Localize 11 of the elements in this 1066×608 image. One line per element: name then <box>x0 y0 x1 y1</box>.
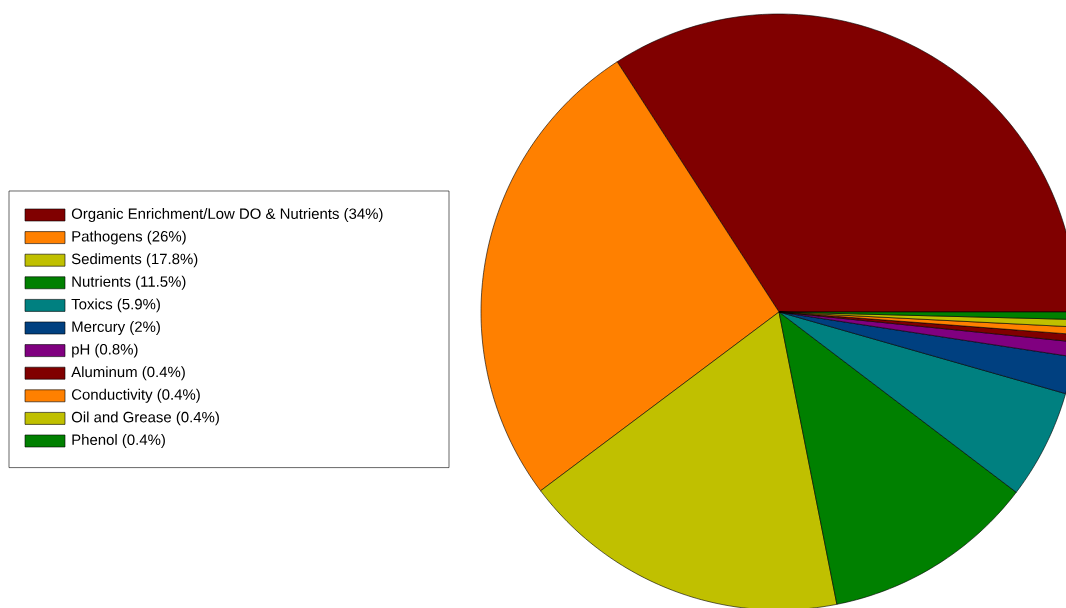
legend-label: pH (0.8%) <box>72 343 138 358</box>
legend-label: Phenol (0.4%) <box>72 434 165 448</box>
legend-label: Oil and Grease (0.4%) <box>71 411 219 426</box>
legend-label: Pathogens (26%) <box>72 230 186 245</box>
legend-label: Toxics (5.9%) <box>71 298 160 313</box>
legend-label: Organic Enrichment/Low DO & Nutrients (34%) <box>71 208 383 222</box>
legend-label: Aluminum (0.4%) <box>71 366 185 381</box>
legend-label: Sediments (17.8%) <box>71 253 198 268</box>
legend-label: Nutrients (11.5%) <box>72 275 186 290</box>
legend-label: Mercury (2%) <box>72 321 160 335</box>
legend-label: Conductivity (0.4%) <box>71 388 200 403</box>
